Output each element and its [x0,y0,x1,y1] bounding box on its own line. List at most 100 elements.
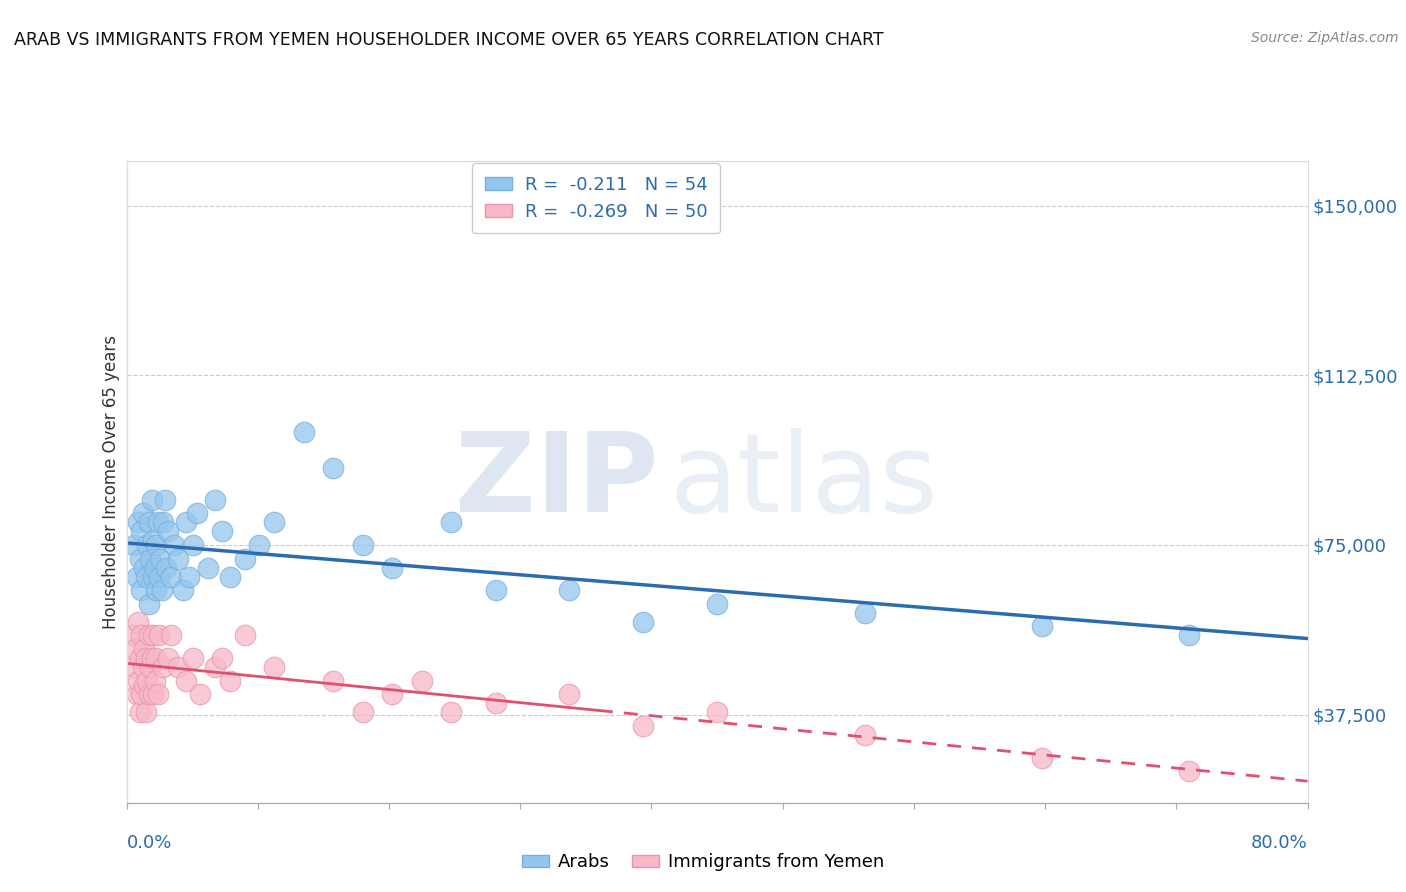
Point [159,569,183,583]
Point [138,516,160,530]
Point [1031,750,1053,764]
Point [853,728,876,742]
Point [141,492,163,507]
Point [146,687,169,701]
Point [381,560,404,574]
Point [381,687,404,701]
Point [138,628,160,642]
Point [1178,764,1201,779]
Point [167,551,190,566]
Point [122,660,145,674]
Point [134,678,156,692]
Point [127,516,149,530]
Point [263,660,285,674]
Text: 80.0%: 80.0% [1251,834,1308,852]
Point [631,719,654,733]
Point [128,551,150,566]
Point [142,533,165,548]
Text: atlas: atlas [669,428,938,535]
Point [145,538,167,552]
Point [181,538,204,552]
Text: ZIP: ZIP [454,428,658,535]
Point [211,651,233,665]
Point [146,516,169,530]
Point [153,492,176,507]
Point [122,538,145,552]
Point [149,551,172,566]
Point [128,651,150,665]
Point [142,628,165,642]
Point [127,673,149,688]
Point [156,651,179,665]
Point [322,461,344,475]
Point [706,597,728,611]
Point [127,615,149,629]
Point [440,706,463,720]
Point [124,642,146,657]
Point [143,673,166,688]
Text: ARAB VS IMMIGRANTS FROM YEMEN HOUSEHOLDER INCOME OVER 65 YEARS CORRELATION CHART: ARAB VS IMMIGRANTS FROM YEMEN HOUSEHOLDE… [14,31,884,49]
Point [204,492,226,507]
Point [135,569,157,583]
Point [142,687,165,701]
Point [136,538,159,552]
Point [156,524,179,539]
Point [129,583,153,598]
Legend: Arabs, Immigrants from Yemen: Arabs, Immigrants from Yemen [515,847,891,879]
Point [167,660,190,674]
Point [139,551,162,566]
Legend: R =  -0.211   N = 54, R =  -0.269   N = 50: R = -0.211 N = 54, R = -0.269 N = 50 [472,163,720,234]
Point [558,583,581,598]
Point [853,606,876,620]
Point [211,524,233,539]
Point [121,628,143,642]
Point [233,628,256,642]
Point [352,706,374,720]
Point [219,569,242,583]
Point [247,538,270,552]
Point [484,696,508,710]
Point [440,516,463,530]
Point [155,560,177,574]
Point [233,551,256,566]
Text: Source: ZipAtlas.com: Source: ZipAtlas.com [1251,31,1399,45]
Point [186,506,208,520]
Point [292,425,315,439]
Point [141,651,163,665]
Point [1178,628,1201,642]
Point [125,687,148,701]
Point [135,651,157,665]
Point [150,583,173,598]
Point [197,560,219,574]
Point [138,687,160,701]
Point [159,628,183,642]
Text: 0.0%: 0.0% [127,834,172,852]
Point [352,538,374,552]
Point [132,506,155,520]
Point [172,583,194,598]
Point [484,583,508,598]
Point [145,651,167,665]
Point [125,569,148,583]
Point [135,706,157,720]
Point [143,560,166,574]
Point [163,538,186,552]
Y-axis label: Householder Income Over 65 years: Householder Income Over 65 years [101,334,120,629]
Point [129,524,153,539]
Point [139,660,162,674]
Point [128,706,150,720]
Point [219,673,242,688]
Point [145,583,167,598]
Point [174,516,197,530]
Point [174,673,197,688]
Point [188,687,211,701]
Point [263,516,285,530]
Point [129,628,153,642]
Point [132,660,155,674]
Point [706,706,728,720]
Point [322,673,344,688]
Point [181,651,204,665]
Point [136,673,159,688]
Point [134,642,156,657]
Point [1031,619,1053,633]
